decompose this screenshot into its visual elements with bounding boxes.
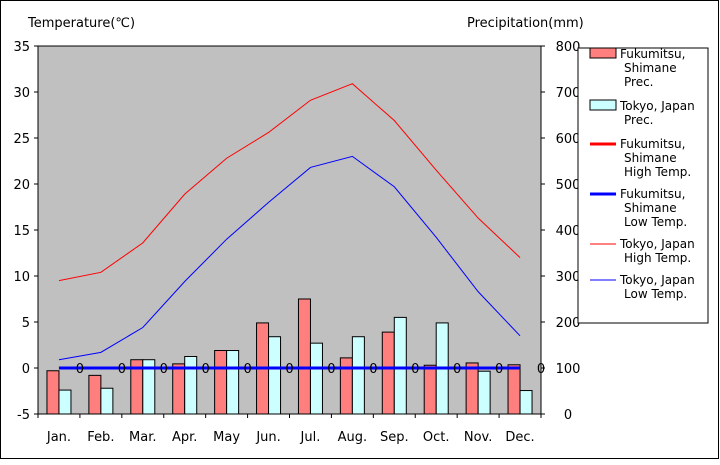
axis-right: 800 700 600 500 400 300 200 100 0 xyxy=(541,40,580,423)
legend-text: Tokyo, Japan xyxy=(619,273,695,287)
legend-swatch-bar xyxy=(589,47,617,59)
precip-bar xyxy=(465,362,479,415)
y-right-tick-label: 800 xyxy=(556,40,581,55)
y-right-label: Precipitation(mm) xyxy=(467,16,584,31)
x-axis: Jan. Feb. Mar. Apr. May Jun. Jul. Aug. Sep. Oct. N… xyxy=(37,414,542,445)
precip-bar xyxy=(339,357,353,415)
legend-text: Shimane xyxy=(624,61,677,75)
precip-bar xyxy=(268,336,282,415)
x-tick-label: Jan. xyxy=(46,430,71,445)
y-left-tick-label: 25 xyxy=(13,132,30,147)
legend-text: Prec. xyxy=(624,113,654,127)
precip-bar xyxy=(214,350,228,415)
precip-bar xyxy=(309,342,323,415)
legend-text: Tokyo, Japan xyxy=(619,237,695,251)
y-left-tick-label: 20 xyxy=(13,178,30,193)
y-left-tick-label: 35 xyxy=(13,40,30,55)
y-right-tick-label: 200 xyxy=(556,316,581,331)
plot-area xyxy=(37,45,542,415)
legend-text: Shimane xyxy=(624,201,677,215)
point-value-label: 0 xyxy=(369,362,377,377)
x-tick-label: Sep. xyxy=(380,430,409,445)
point-value-label: 0 xyxy=(243,362,251,377)
point-value-label: 0 xyxy=(76,362,84,377)
point-value-label: 0 xyxy=(411,362,419,377)
point-value-label: 0 xyxy=(453,362,461,377)
bar-group xyxy=(46,298,533,415)
y-left-tick-label: 10 xyxy=(13,270,30,285)
x-tick-label: Feb. xyxy=(87,430,114,445)
precip-bar xyxy=(381,331,395,415)
legend-text: Fukumitsu, xyxy=(620,187,685,201)
precip-bar xyxy=(519,390,533,415)
y-right-tick-label: 700 xyxy=(556,86,581,101)
point-value-label: 0 xyxy=(537,362,545,377)
temperature-line xyxy=(58,155,521,361)
precip-bar xyxy=(100,387,114,415)
temperature-line xyxy=(58,83,521,282)
legend-text: Low Temp. xyxy=(624,287,687,301)
line-group xyxy=(58,83,521,370)
point-value-label: 0 xyxy=(285,362,293,377)
y-left-tick-label: 15 xyxy=(13,224,30,239)
y-right-tick-label: 400 xyxy=(556,224,581,239)
legend-text: Prec. xyxy=(624,75,654,89)
x-tick-label: Aug. xyxy=(338,430,368,445)
y-right-tick-label: 100 xyxy=(556,362,581,377)
legend-text: Shimane xyxy=(624,151,677,165)
point-value-label: 0 xyxy=(495,362,503,377)
x-tick-label: Nov. xyxy=(464,430,493,445)
legend-text: Low Temp. xyxy=(624,215,687,229)
y-right-tick-label: 500 xyxy=(556,178,581,193)
x-tick-label: Dec. xyxy=(505,430,534,445)
precip-bar xyxy=(142,359,156,415)
legend-swatch-bar xyxy=(589,99,617,111)
y-right-tick-label: 600 xyxy=(556,132,581,147)
y-right-tick-label: 0 xyxy=(564,408,572,423)
x-tick-label: Jun. xyxy=(255,430,280,445)
y-right-tick-label: 300 xyxy=(556,270,581,285)
legend-text: Fukumitsu, xyxy=(620,137,685,151)
y-left-tick-label: 0 xyxy=(22,362,30,377)
x-tick-label: May xyxy=(213,430,240,445)
axis-left: 35 30 25 20 15 10 5 0 -5 xyxy=(13,40,38,423)
legend-box xyxy=(577,47,709,324)
precip-bar xyxy=(393,316,407,415)
precip-bar xyxy=(88,374,102,415)
precip-bar xyxy=(58,389,72,415)
x-tick-label: Oct. xyxy=(423,430,450,445)
precip-bar xyxy=(172,363,186,415)
y-left-tick-label: 30 xyxy=(13,86,30,101)
legend-text: High Temp. xyxy=(624,251,691,265)
precip-bar xyxy=(351,336,365,415)
point-value-label: 0 xyxy=(327,362,335,377)
point-label-group: 0 0 0 0 0 0 0 0 0 0 0 0 xyxy=(76,362,545,377)
point-value-label: 0 xyxy=(118,362,126,377)
legend-text: Tokyo, Japan xyxy=(619,99,695,113)
precip-bar xyxy=(423,364,437,415)
legend-text: High Temp. xyxy=(624,165,691,179)
point-value-label: 0 xyxy=(160,362,168,377)
x-tick-label: Mar. xyxy=(129,430,156,445)
legend-text: Fukumitsu, xyxy=(620,47,685,61)
precip-bar xyxy=(477,370,491,415)
y-left-tick-label: 5 xyxy=(22,316,30,331)
y-left-label: Temperature(℃) xyxy=(27,16,135,31)
point-value-label: 0 xyxy=(202,362,210,377)
precip-bar xyxy=(184,356,198,415)
x-tick-label: Jul. xyxy=(300,430,321,445)
precip-bar xyxy=(507,364,521,415)
precip-bar xyxy=(226,350,240,415)
precip-bar xyxy=(46,370,60,415)
precip-bar xyxy=(297,298,311,415)
x-tick-label: Apr. xyxy=(172,430,197,445)
y-left-tick-label: -5 xyxy=(17,408,30,423)
